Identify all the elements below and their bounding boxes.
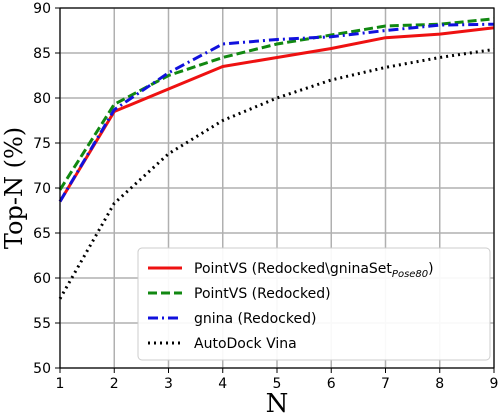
x-tick-label: 8 <box>435 376 444 392</box>
x-axis-label: N <box>266 389 289 419</box>
tick-labels: 1 2 3 4 5 6 7 8 9 50 55 60 65 70 75 80 85 90 <box>33 1 498 392</box>
x-tick-label: 7 <box>381 376 390 392</box>
y-tick-label: 60 <box>33 271 51 287</box>
series-line-2 <box>58 17 495 191</box>
y-tick-label: 70 <box>33 181 51 197</box>
y-tick-label: 80 <box>33 91 51 107</box>
y-tick-label: 65 <box>33 226 51 242</box>
x-tick-label: 4 <box>218 376 227 392</box>
legend-label-3: gnina (Redocked) <box>194 311 316 327</box>
legend-label-1: PointVS (Redocked\gninaSetPose80) <box>194 261 434 280</box>
x-tick-label: 3 <box>164 376 173 392</box>
x-tick-label: 6 <box>327 376 336 392</box>
x-tick-label: 9 <box>490 376 499 392</box>
legend-box <box>137 247 491 361</box>
series-line-3 <box>58 22 495 203</box>
series-line-1 <box>58 26 495 203</box>
legend: PointVS (Redocked\gninaSetPose80) PointVS… <box>137 247 491 361</box>
y-tick-label: 50 <box>33 361 51 377</box>
y-tick-label: 90 <box>33 1 51 17</box>
legend-label-2: PointVS (Redocked) <box>194 286 331 302</box>
y-tick-label: 75 <box>33 136 51 152</box>
x-tick-label: 1 <box>56 376 65 392</box>
series-lines <box>58 17 495 300</box>
y-axis-label: Top-N (%) <box>0 127 28 249</box>
y-tick-label: 85 <box>33 46 51 62</box>
x-tick-label: 5 <box>273 376 282 392</box>
y-tick-label: 55 <box>33 316 51 332</box>
x-tick-label: 2 <box>110 376 119 392</box>
legend-label-4: AutoDock Vina <box>194 336 297 352</box>
